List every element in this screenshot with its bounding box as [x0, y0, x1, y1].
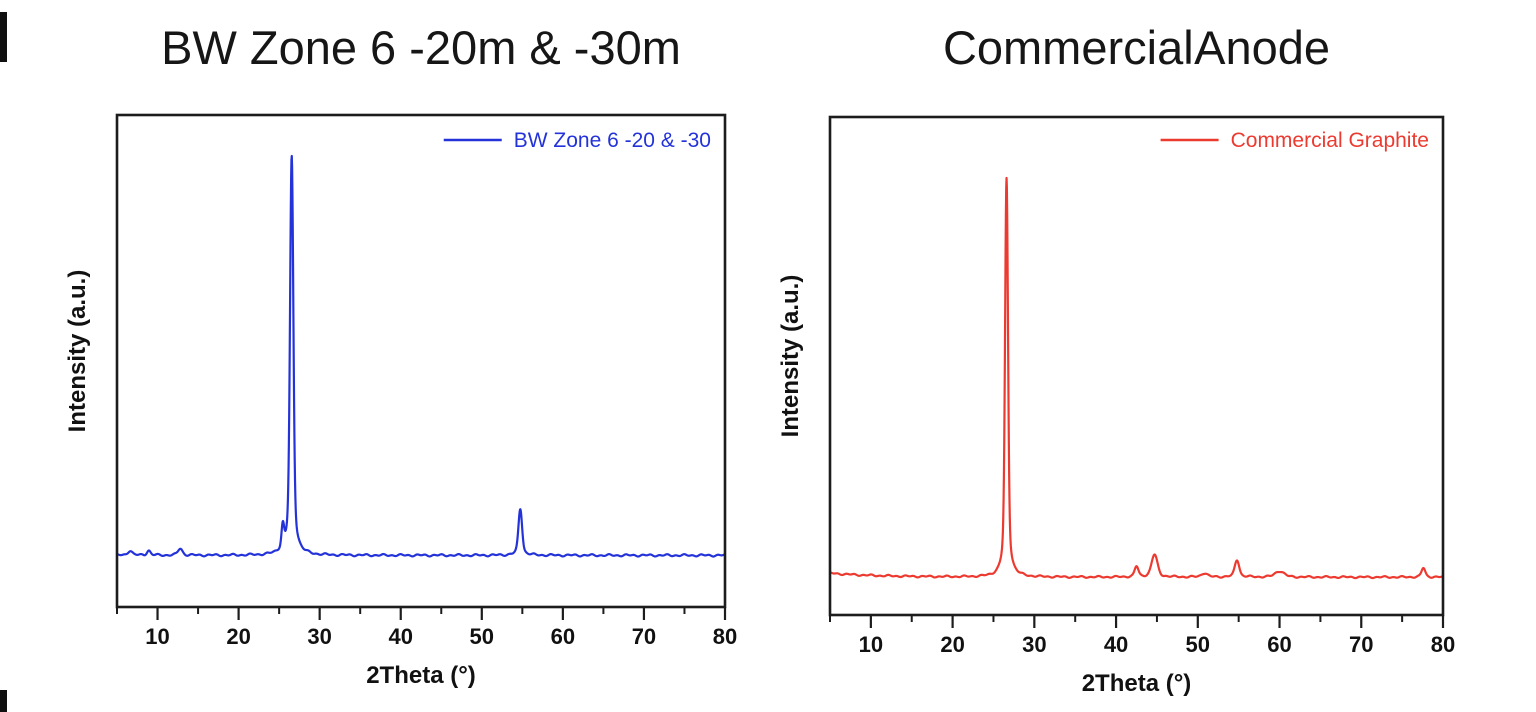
screen-edge-artifact	[0, 690, 7, 712]
plot-frame	[115, 113, 727, 609]
x-tick-label: 40	[1104, 632, 1128, 657]
x-tick-label: 30	[1022, 632, 1046, 657]
right-chart-title: Commercial Anode	[942, 21, 1331, 74]
x-tick-label: 70	[632, 624, 656, 649]
x-tick-label: 10	[859, 632, 883, 657]
x-axis-title: 2Theta (°)	[1082, 670, 1192, 697]
x-tick-label: 30	[307, 624, 331, 649]
x-tick-label: 50	[470, 624, 494, 649]
data-curve	[116, 154, 726, 558]
x-axis-title: 2Theta (°)	[366, 662, 476, 689]
xrd-plot-right: 10 20 30 40 50 60 70 80 2Theta (°) Intensity (a.u…	[777, 115, 1455, 697]
x-tick-label: 80	[1431, 632, 1455, 657]
y-axis-title: Intensity (a.u.)	[777, 275, 804, 438]
screen-edge-artifact	[0, 12, 7, 62]
x-tick-label: 50	[1186, 632, 1210, 657]
left-chart-title: BW Zone 6 -20m & -30m	[161, 21, 681, 74]
x-tick-label: 60	[551, 624, 575, 649]
x-tick-label: 80	[713, 624, 737, 649]
legend-label: Commercial Graphite	[1231, 129, 1429, 152]
y-axis-title: Intensity (a.u.)	[64, 270, 91, 433]
xrd-plot-left: 10 20 30 40 50 60 70 80 2Theta (°) Intensity (a.u…	[64, 113, 737, 689]
x-tick-label: 10	[145, 624, 169, 649]
x-tick-label: 70	[1349, 632, 1373, 657]
x-tick-label: 20	[940, 632, 964, 657]
x-tick-label: 40	[388, 624, 412, 649]
plot-frame	[828, 115, 1445, 617]
x-tick-label: 60	[1267, 632, 1291, 657]
legend-label: BW Zone 6 -20 & -30	[514, 129, 711, 152]
x-tick-label: 20	[226, 624, 250, 649]
data-curve	[829, 176, 1444, 580]
